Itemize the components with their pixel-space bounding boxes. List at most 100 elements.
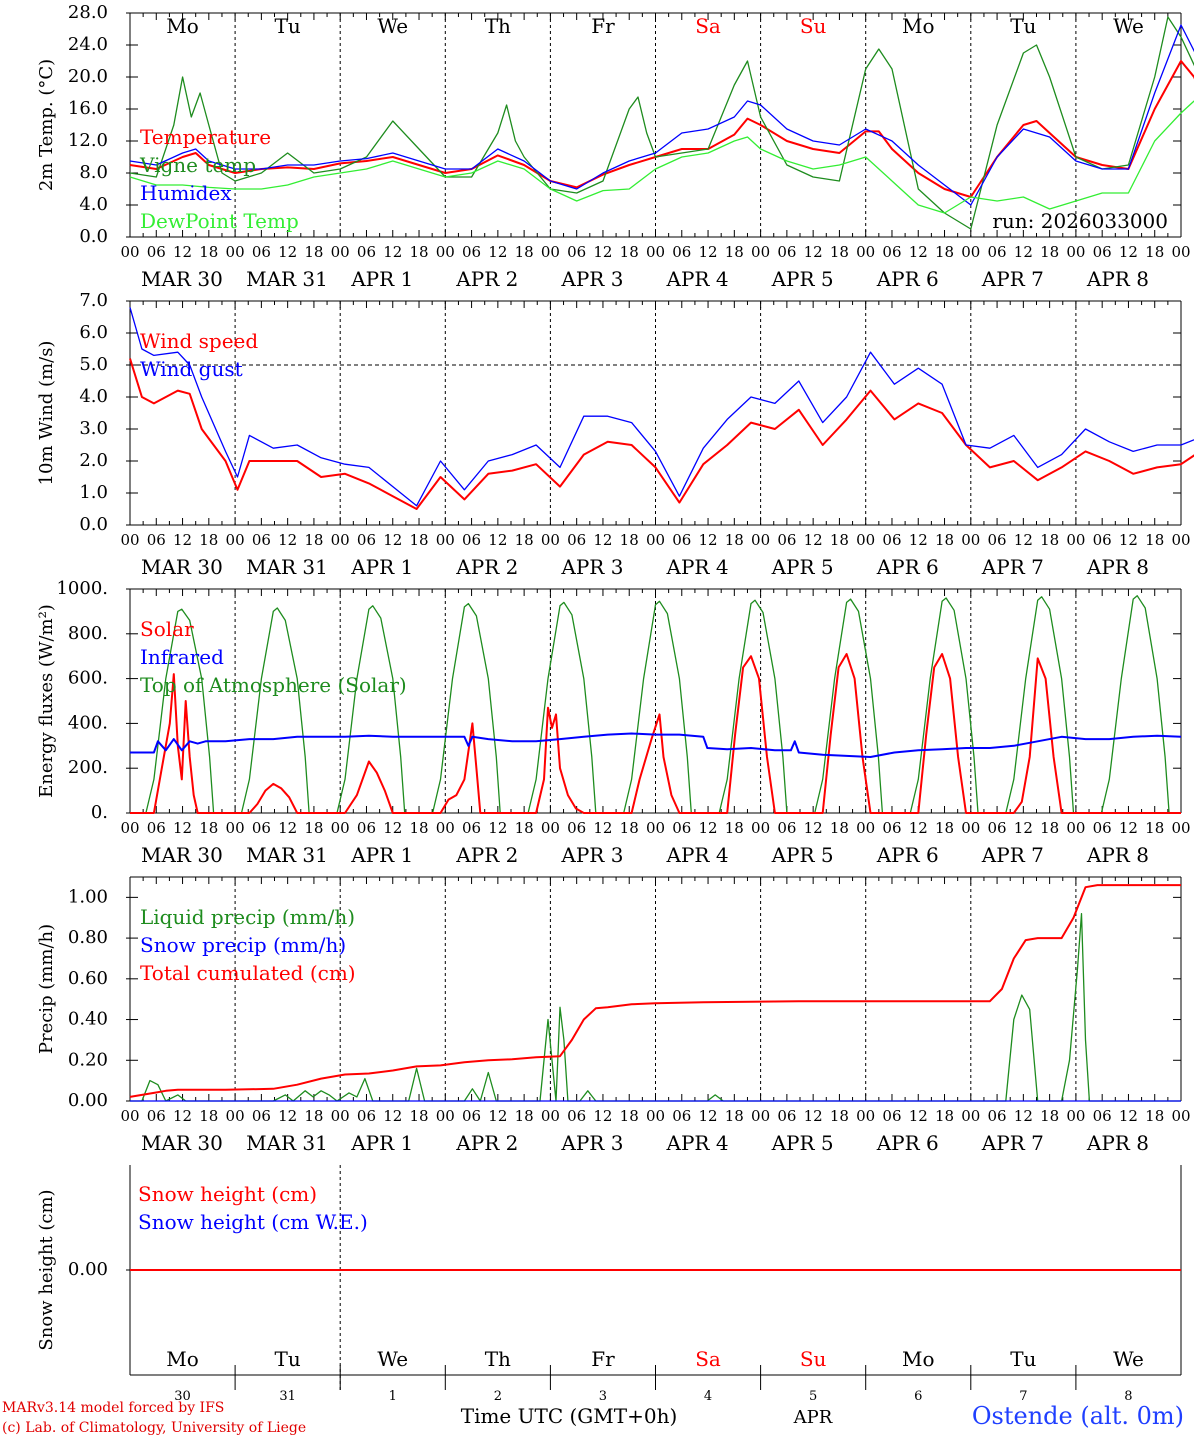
hour-tick-label: 12 xyxy=(909,1107,928,1125)
hour-tick-label: 12 xyxy=(278,243,297,261)
hour-tick-label: 18 xyxy=(409,531,428,549)
y-tick-label: 1000. xyxy=(56,578,108,599)
date-label: APR 1 xyxy=(350,267,413,291)
date-label: MAR 30 xyxy=(141,555,223,579)
hour-tick-label: 00 xyxy=(1171,819,1190,837)
y-tick-label: 1.0 xyxy=(79,482,108,503)
hour-tick-label: 06 xyxy=(1093,1107,1112,1125)
y-tick-label: 0. xyxy=(91,802,108,823)
hour-tick-label: 12 xyxy=(593,819,612,837)
hour-tick-label: 18 xyxy=(304,819,323,837)
hour-tick-label: 12 xyxy=(593,1107,612,1125)
date-label: APR 3 xyxy=(560,843,623,867)
hour-tick-label: 06 xyxy=(672,531,691,549)
y-tick-label: 3.0 xyxy=(79,418,108,439)
y-tick-label: 16.0 xyxy=(68,98,108,119)
weekday-label: Fr xyxy=(591,14,615,38)
hour-tick-label: 06 xyxy=(1093,243,1112,261)
hour-tick-label: 18 xyxy=(830,531,849,549)
y-axis-label: Energy fluxes (W/m²) xyxy=(36,604,57,798)
hour-tick-label: 06 xyxy=(462,531,481,549)
y-tick-label: 0.40 xyxy=(68,1009,108,1030)
weekday-label: We xyxy=(1113,14,1144,38)
hour-tick-label: 00 xyxy=(436,531,455,549)
hour-tick-label: 00 xyxy=(751,1107,770,1125)
date-label: APR 4 xyxy=(666,1131,729,1155)
hour-tick-label: 12 xyxy=(593,243,612,261)
hour-tick-label: 06 xyxy=(147,1107,166,1125)
legend-label: Liquid precip (mm/h) xyxy=(140,905,355,929)
date-label: MAR 30 xyxy=(141,843,223,867)
hour-tick-label: 18 xyxy=(199,243,218,261)
hour-tick-label: 06 xyxy=(777,819,796,837)
date-label: APR 8 xyxy=(1086,555,1149,579)
y-tick-label: 0.20 xyxy=(68,1049,108,1070)
date-label: APR 6 xyxy=(876,267,939,291)
hour-tick-label: 00 xyxy=(856,1107,875,1125)
legend-label: Snow height (cm) xyxy=(138,1182,317,1206)
date-label: APR 4 xyxy=(666,267,729,291)
hour-tick-label: 12 xyxy=(804,819,823,837)
hour-tick-label: 18 xyxy=(1040,819,1059,837)
y-axis-label: 2m Temp. (°C) xyxy=(36,59,57,191)
hour-tick-label: 00 xyxy=(436,1107,455,1125)
hour-tick-label: 12 xyxy=(173,531,192,549)
weekday-label: Tu xyxy=(1010,14,1036,38)
hour-tick-label: 06 xyxy=(988,531,1007,549)
legend-label: Wind speed xyxy=(140,329,258,353)
hour-tick-label: 00 xyxy=(226,531,245,549)
hour-tick-label: 12 xyxy=(383,243,402,261)
date-label: APR 8 xyxy=(1086,843,1149,867)
hour-tick-label: 00 xyxy=(751,819,770,837)
hour-tick-label: 00 xyxy=(541,819,560,837)
hour-tick-label: 18 xyxy=(830,1107,849,1125)
hour-tick-label: 18 xyxy=(515,531,534,549)
hour-tick-label: 12 xyxy=(909,819,928,837)
hour-tick-label: 06 xyxy=(777,243,796,261)
hour-tick-label: 00 xyxy=(961,819,980,837)
y-tick-label: 1.00 xyxy=(68,886,108,907)
series-line-wind-gust xyxy=(129,307,1194,507)
date-label: APR 4 xyxy=(666,555,729,579)
day-number-label: 31 xyxy=(279,1389,296,1404)
weekday-label: Mo xyxy=(902,1347,935,1371)
hour-tick-label: 00 xyxy=(541,531,560,549)
hour-tick-label: 18 xyxy=(1145,531,1164,549)
hour-tick-label: 06 xyxy=(1093,531,1112,549)
hour-tick-label: 18 xyxy=(935,1107,954,1125)
hour-tick-label: 12 xyxy=(1119,819,1138,837)
hour-tick-label: 18 xyxy=(725,819,744,837)
hour-tick-label: 06 xyxy=(567,819,586,837)
hour-tick-label: 00 xyxy=(961,531,980,549)
hour-tick-label: 18 xyxy=(830,243,849,261)
day-number-label: 8 xyxy=(1124,1389,1132,1404)
hour-tick-label: 00 xyxy=(961,243,980,261)
legend-label: Top of Atmosphere (Solar) xyxy=(140,673,407,697)
date-label: MAR 31 xyxy=(246,843,328,867)
hour-tick-label: 12 xyxy=(909,531,928,549)
hour-tick-label: 06 xyxy=(357,819,376,837)
weekday-label: Mo xyxy=(166,14,199,38)
hour-tick-label: 00 xyxy=(226,819,245,837)
hour-tick-label: 12 xyxy=(699,1107,718,1125)
hour-tick-label: 12 xyxy=(488,243,507,261)
hour-tick-label: 06 xyxy=(462,819,481,837)
date-label: APR 6 xyxy=(876,1131,939,1155)
hour-tick-label: 18 xyxy=(199,1107,218,1125)
station-name: Ostende (alt. 0m) xyxy=(971,1402,1184,1430)
date-label: APR 2 xyxy=(455,267,518,291)
series-line-total-cumulated-cm xyxy=(129,884,1181,1098)
hour-tick-label: 06 xyxy=(147,819,166,837)
hour-tick-label: 06 xyxy=(777,1107,796,1125)
hour-tick-label: 18 xyxy=(409,819,428,837)
hour-tick-label: 00 xyxy=(331,819,350,837)
hour-tick-label: 18 xyxy=(620,819,639,837)
weekday-label: Fr xyxy=(591,1347,615,1371)
y-tick-label: 6.0 xyxy=(79,322,108,343)
y-tick-label: 4.0 xyxy=(79,194,108,215)
date-label: APR 6 xyxy=(876,843,939,867)
y-tick-label: 7.0 xyxy=(79,290,108,311)
y-tick-label: 20.0 xyxy=(68,66,108,87)
hour-tick-label: 06 xyxy=(252,531,271,549)
